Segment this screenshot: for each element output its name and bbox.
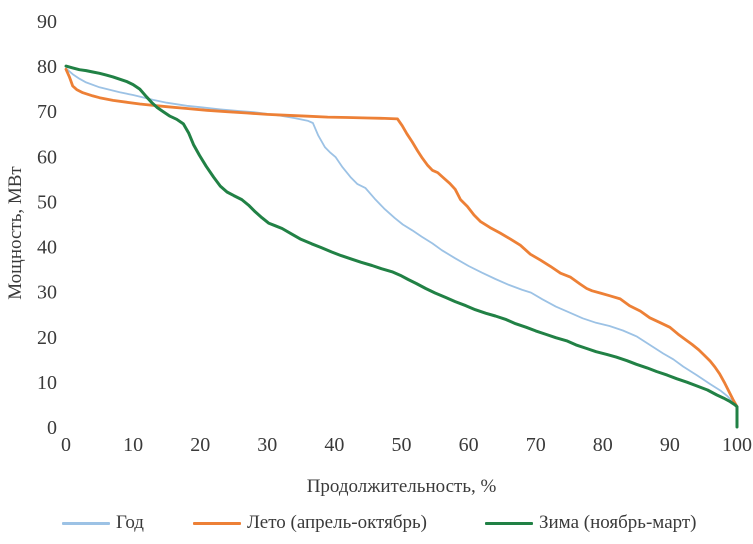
y-tick-label: 0 xyxy=(47,417,57,439)
x-tick-label: 90 xyxy=(660,434,680,456)
y-tick-label: 60 xyxy=(37,146,57,168)
x-tick-label: 70 xyxy=(526,434,546,456)
legend-line-icon xyxy=(193,521,241,525)
legend-line-icon xyxy=(62,521,110,525)
x-tick-label: 100 xyxy=(722,434,752,456)
legend-item-0: Год xyxy=(62,508,144,538)
x-tick-label: 60 xyxy=(459,434,479,456)
chart-legend: Год Лето (апрель-октябрь) Зима (ноябрь-мар… xyxy=(0,508,753,538)
series-line-2 xyxy=(64,64,739,429)
y-axis-title: Мощность, МВт xyxy=(5,166,26,300)
legend-label: Лето (апрель-октябрь) xyxy=(247,512,428,533)
x-tick-label: 20 xyxy=(190,434,210,456)
y-tick-label: 50 xyxy=(37,191,57,213)
legend-label: Зима (ноябрь-март) xyxy=(539,512,697,533)
y-tick-label: 30 xyxy=(37,282,57,304)
legend-line-icon xyxy=(485,521,533,525)
y-tick-label: 40 xyxy=(37,237,57,259)
x-tick-label: 30 xyxy=(257,434,277,456)
y-tick-label: 80 xyxy=(37,56,57,78)
legend-item-2: Зима (ноябрь-март) xyxy=(485,508,697,538)
x-tick-label: 80 xyxy=(593,434,613,456)
y-tick-label: 90 xyxy=(37,11,57,33)
x-tick-label: 10 xyxy=(123,434,143,456)
series-line-1 xyxy=(64,67,739,409)
x-axis-title: Продолжительность, % xyxy=(306,476,497,497)
y-tick-label: 20 xyxy=(37,327,57,349)
y-tick-label: 10 xyxy=(37,372,57,394)
series-line-0 xyxy=(65,67,738,409)
y-tick-label: 70 xyxy=(37,101,57,123)
legend-label: Год xyxy=(116,512,144,533)
legend-item-1: Лето (апрель-октябрь) xyxy=(193,508,427,538)
x-tick-label: 50 xyxy=(392,434,412,456)
x-tick-label: 40 xyxy=(324,434,344,456)
x-tick-label: 0 xyxy=(61,434,71,456)
